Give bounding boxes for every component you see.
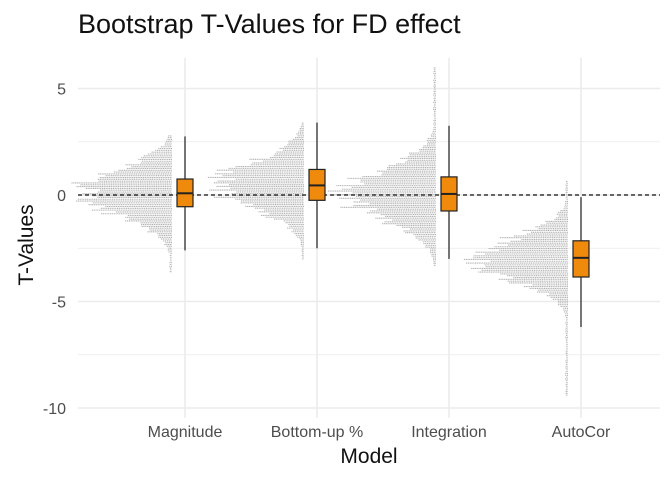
boxplot-magnitude [176, 136, 194, 251]
x-tick-label: Magnitude [148, 424, 223, 441]
cloud-autocor [463, 181, 568, 396]
boxplot-integration [440, 125, 458, 259]
x-axis-title: Model [340, 445, 397, 468]
x-tick-label: AutoCor [552, 424, 611, 441]
x-tick-label: Integration [411, 424, 487, 441]
y-tick-label: -5 [52, 295, 66, 312]
distribution-clouds [71, 67, 568, 396]
y-tick-label: 0 [57, 188, 66, 205]
cloud-magnitude [71, 135, 172, 273]
boxplot-autocor [572, 197, 590, 328]
x-tick-label: Bottom-up % [271, 424, 363, 441]
boxplots [176, 122, 590, 328]
y-axis-title: T-Values [15, 204, 38, 285]
cloud-integration [327, 67, 436, 266]
cloud-bottom-up- [207, 122, 304, 260]
y-tick-label: -10 [43, 401, 66, 418]
box-iqr [572, 240, 590, 278]
y-tick-label: 5 [57, 82, 66, 99]
grid-lines [78, 58, 660, 418]
boxplot-bottom-up- [308, 122, 326, 249]
x-tick-labels: Magnitude Bottom-up % Integration AutoCor [148, 424, 611, 441]
y-tick-labels: 5 0 -5 -10 [43, 82, 66, 419]
chart-title: Bootstrap T-Values for FD effect [78, 9, 461, 39]
